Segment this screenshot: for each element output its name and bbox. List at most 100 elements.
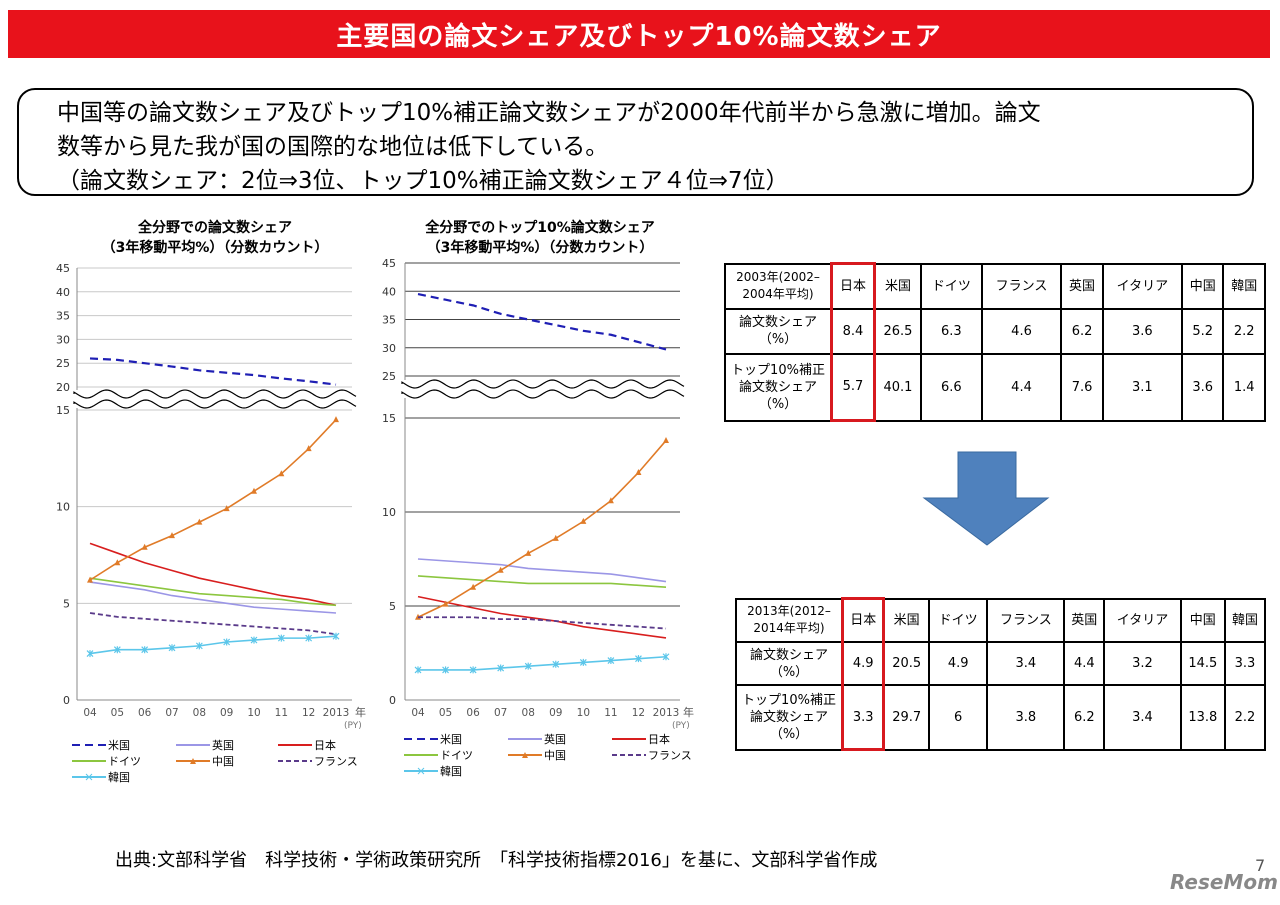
y-tick-label: 0 (63, 694, 70, 707)
table-cell: 5.2 (1180, 307, 1225, 355)
x-tick-label: 05 (111, 707, 124, 719)
data-point (141, 543, 148, 550)
table-cell: 6 (927, 684, 989, 751)
column-header: 中国 (1180, 262, 1225, 310)
x-axis-unit: (PY) (344, 721, 362, 731)
summary-line-1: 中国等の論文数シェア及びトップ10%補正論文数シェアが2000年代前半から急激に… (57, 100, 1041, 126)
y-tick-label: 10 (56, 501, 70, 514)
column-header: 英国 (1060, 262, 1104, 310)
chart1-title-text: 全分野での論文数シェア (138, 220, 292, 236)
table-cell: 3.6 (1101, 307, 1183, 355)
data-point (195, 642, 203, 650)
data-point (223, 638, 231, 646)
legend-label: 韓国 (440, 765, 462, 778)
axis-break-wave (401, 379, 685, 389)
series-line (89, 635, 337, 655)
series-line (89, 612, 337, 636)
y-tick-label: 35 (382, 314, 396, 327)
y-tick-label: 45 (56, 262, 70, 275)
chart2-title-text: 全分野でのトップ10%論文数シェア (425, 220, 655, 236)
column-header: 英国 (1063, 597, 1106, 643)
legend-label: 日本 (314, 739, 336, 752)
source-note: 出典:文部科学省 科学技術・学術政策研究所 「科学技術指標2016」を基に、文部… (115, 850, 878, 871)
legend-label: ドイツ (440, 749, 473, 762)
legend-label: フランス (314, 755, 358, 768)
table-cell: 3.4 (1103, 684, 1182, 751)
legend-swatch (72, 760, 106, 762)
table-cell: 1.4 (1222, 352, 1266, 422)
data-point (278, 470, 285, 477)
legend-swatch (278, 744, 312, 746)
data-point (251, 487, 257, 494)
series-line (417, 440, 667, 619)
x-tick-label: 10 (577, 707, 590, 719)
legend-item: 中国 (176, 753, 234, 769)
x-tick-label: 11 (604, 707, 617, 719)
y-tick-label: 25 (56, 357, 70, 370)
legend-item: ドイツ (72, 753, 141, 769)
y-tick-label: 35 (56, 310, 70, 323)
data-point (662, 653, 670, 661)
legend-label: 日本 (648, 733, 670, 746)
table-cell: 2.2 (1223, 684, 1267, 751)
data-point (196, 518, 203, 525)
legend-item: 英国 (176, 737, 234, 753)
y-tick-label: 15 (382, 412, 396, 425)
y-tick-label: 25 (382, 370, 396, 383)
table-cell: 4.9 (840, 640, 886, 687)
data-point (635, 469, 642, 476)
legend-swatch (72, 773, 106, 781)
row-label: トップ10%補正論文数シェア（%） (724, 352, 833, 422)
chart2: 45 40 35 30 25 15 10 5 0 04 05 06 07 08 09 10 11 12 2013 年 (… (382, 257, 694, 731)
legend-item: 米国 (72, 737, 130, 753)
data-point (497, 664, 505, 672)
data-point (223, 505, 230, 512)
y-tick-label: 5 (63, 597, 70, 610)
summary-line-3: （論文数シェア：2位⇒3位、トップ10%補正論文数シェア４位⇒7位） (57, 168, 789, 194)
legend-swatch (176, 744, 210, 746)
table-header-cell: 2003年(2002–2004年平均) (724, 262, 833, 310)
table-cell: 6.2 (1060, 307, 1104, 355)
resemom-logo: ReseMom (1170, 870, 1278, 894)
summary-box: 中国等の論文数シェア及びトップ10%補正論文数シェアが2000年代前半から急激に… (17, 88, 1254, 196)
data-point (277, 634, 285, 642)
x-axis-label: 年 (683, 705, 694, 719)
data-point (635, 655, 642, 663)
y-tick-label: 15 (56, 404, 70, 417)
data-point (141, 646, 149, 654)
data-point (87, 576, 93, 583)
series-line (418, 655, 667, 671)
data-point (525, 549, 532, 556)
x-tick-label: 04 (411, 707, 425, 719)
x-tick-label: 06 (138, 707, 152, 719)
column-header: ドイツ (920, 262, 983, 310)
table-header-row: 2003年(2002–2004年平均) 日本 米国 ドイツ フランス 英国 イタリア 中国 韓国 (724, 261, 1266, 310)
data-point (579, 658, 587, 666)
table-cell: 3.8 (986, 684, 1066, 751)
y-tick-label: 0 (389, 694, 396, 707)
x-tick-label: 09 (549, 707, 562, 719)
table-header-row: 2013年(2012–2014年平均) 日本 米国 ドイツ フランス 英国 イタリア 中国 韓国 (735, 596, 1267, 643)
y-tick-label: 45 (382, 257, 396, 270)
data-point (497, 566, 504, 573)
table-cell: 4.4 (980, 352, 1063, 422)
table-cell: 6.6 (920, 352, 983, 422)
row-label: 論文数シェア（%） (735, 640, 844, 687)
data-point (442, 666, 449, 674)
x-tick-label: 06 (466, 707, 480, 719)
x-tick-label: 10 (247, 707, 260, 719)
x-tick-label: 08 (193, 707, 206, 719)
series-line (417, 595, 667, 639)
chart2-title: 全分野でのトップ10%論文数シェア （3年移動平均%）（分数カウント） (410, 218, 670, 258)
x-tick-label: 12 (632, 707, 645, 719)
data-point (250, 636, 258, 644)
legend-swatch (612, 754, 646, 756)
table-cell: 26.5 (873, 307, 923, 355)
data-point (86, 650, 94, 658)
table-cell: 3.3 (1223, 640, 1267, 687)
table-row: 論文数シェア（%） 8.4 26.5 6.3 4.6 6.2 3.6 5.2 2.2 (724, 307, 1266, 355)
table-cell: 3.4 (986, 640, 1066, 687)
data-point (305, 445, 312, 452)
column-header: 韓国 (1223, 597, 1267, 643)
